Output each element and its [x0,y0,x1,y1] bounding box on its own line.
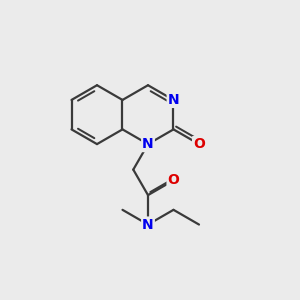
Text: O: O [168,173,179,188]
Text: N: N [142,137,154,151]
Text: O: O [193,137,205,151]
Text: N: N [142,218,154,232]
Text: N: N [168,93,179,107]
